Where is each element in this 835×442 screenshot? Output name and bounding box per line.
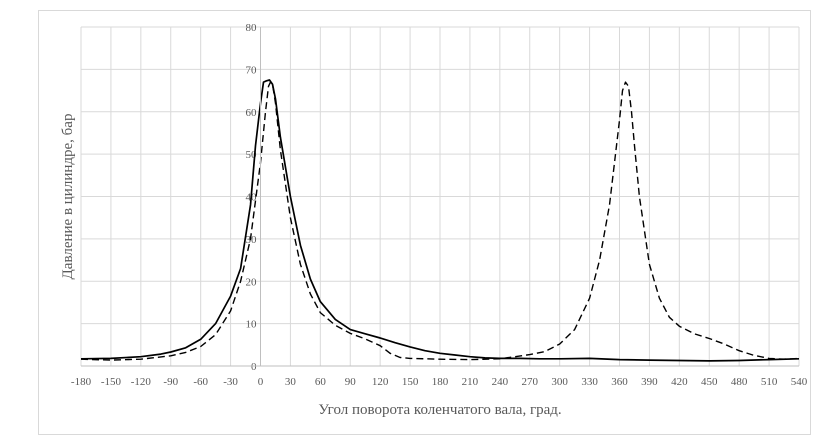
x-tick-label: 120 [372, 376, 389, 388]
chart-frame [38, 10, 811, 435]
y-tick-label: 10 [246, 319, 258, 331]
x-tick-label: -150 [101, 376, 122, 388]
series-lines [80, 79, 800, 362]
x-tick-label: 330 [581, 376, 598, 388]
y-tick-label: 70 [246, 64, 258, 76]
x-tick-label: 0 [258, 376, 264, 388]
x-tick-label: 30 [285, 376, 297, 388]
x-tick-label: 390 [641, 376, 658, 388]
x-tick-label: 360 [611, 376, 628, 388]
y-tick-label: 30 [246, 234, 258, 246]
x-tick-label: 300 [551, 376, 568, 388]
y-tick-label: 20 [246, 276, 258, 288]
x-axis-title: Угол поворота коленчатого вала, град. [318, 402, 561, 418]
x-tick-label: 90 [345, 376, 357, 388]
x-tick-label: 240 [492, 376, 509, 388]
x-tick-label: 480 [731, 376, 748, 388]
x-tick-label: 450 [701, 376, 718, 388]
x-tick-label: 150 [402, 376, 419, 388]
y-tick-label: 0 [251, 361, 257, 373]
grid [80, 26, 800, 366]
x-tick-label: 210 [462, 376, 479, 388]
x-tick-label: 540 [791, 376, 808, 388]
y-tick-label: 80 [246, 22, 258, 34]
x-tick-label: -180 [71, 376, 92, 388]
x-tick-label: -60 [193, 376, 208, 388]
series-line-solid [80, 79, 800, 362]
series-line-dashed [80, 81, 800, 361]
x-tick-labels: -180 -150 -120 -90 -60 -30 0 30 60 90 120 150 180 210… [71, 376, 808, 388]
x-tick-label: -30 [223, 376, 238, 388]
x-tick-label: 180 [432, 376, 449, 388]
x-tick-label: -120 [131, 376, 152, 388]
x-tick-label: 420 [671, 376, 688, 388]
y-axis-title: Давление в цилиндре, бар [60, 114, 76, 280]
x-tick-label: 270 [522, 376, 539, 388]
x-tick-label: 510 [761, 376, 778, 388]
x-tick-label: 60 [315, 376, 327, 388]
y-tick-label: 50 [246, 149, 258, 161]
y-tick-label: 60 [246, 107, 258, 119]
x-tick-label: -90 [163, 376, 178, 388]
